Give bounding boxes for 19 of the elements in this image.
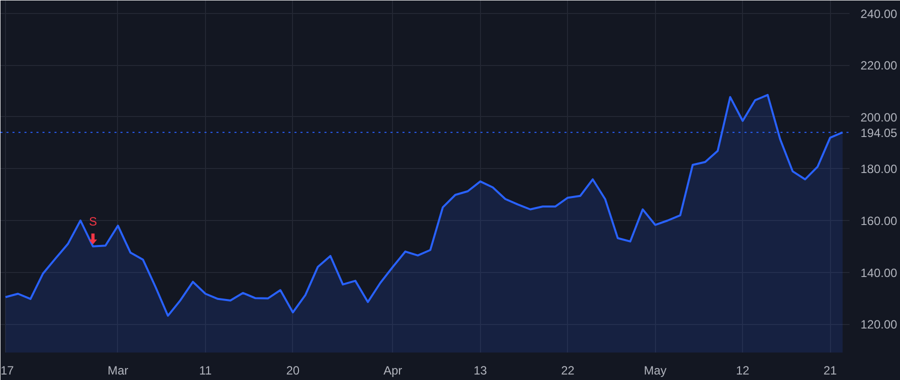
y-tick-label: 160.00 xyxy=(860,214,898,228)
x-tick-label: 17 xyxy=(0,364,14,378)
x-tick-label: Apr xyxy=(383,364,402,378)
x-tick-label: 13 xyxy=(474,364,488,378)
x-tick-label: May xyxy=(644,364,667,378)
y-tick-label: 220.00 xyxy=(860,58,898,73)
annotation: S xyxy=(88,214,97,228)
x-tick-label: 12 xyxy=(736,364,750,378)
x-tick-label: 21 xyxy=(823,364,838,378)
y-tick-label: 240.00 xyxy=(860,6,898,21)
x-tick-label: 22 xyxy=(561,364,575,378)
ref-line-label: 194.05 xyxy=(860,126,898,140)
x-tick-label: 20 xyxy=(286,364,300,378)
y-tick-label: 140.00 xyxy=(860,266,898,280)
y-tick-label: 200.00 xyxy=(860,110,898,124)
y-tick-label: 180.00 xyxy=(860,162,898,176)
y-tick-label: 120.00 xyxy=(860,318,898,332)
x-tick-label: Mar xyxy=(108,364,128,378)
x-tick-label: 11 xyxy=(199,364,212,378)
